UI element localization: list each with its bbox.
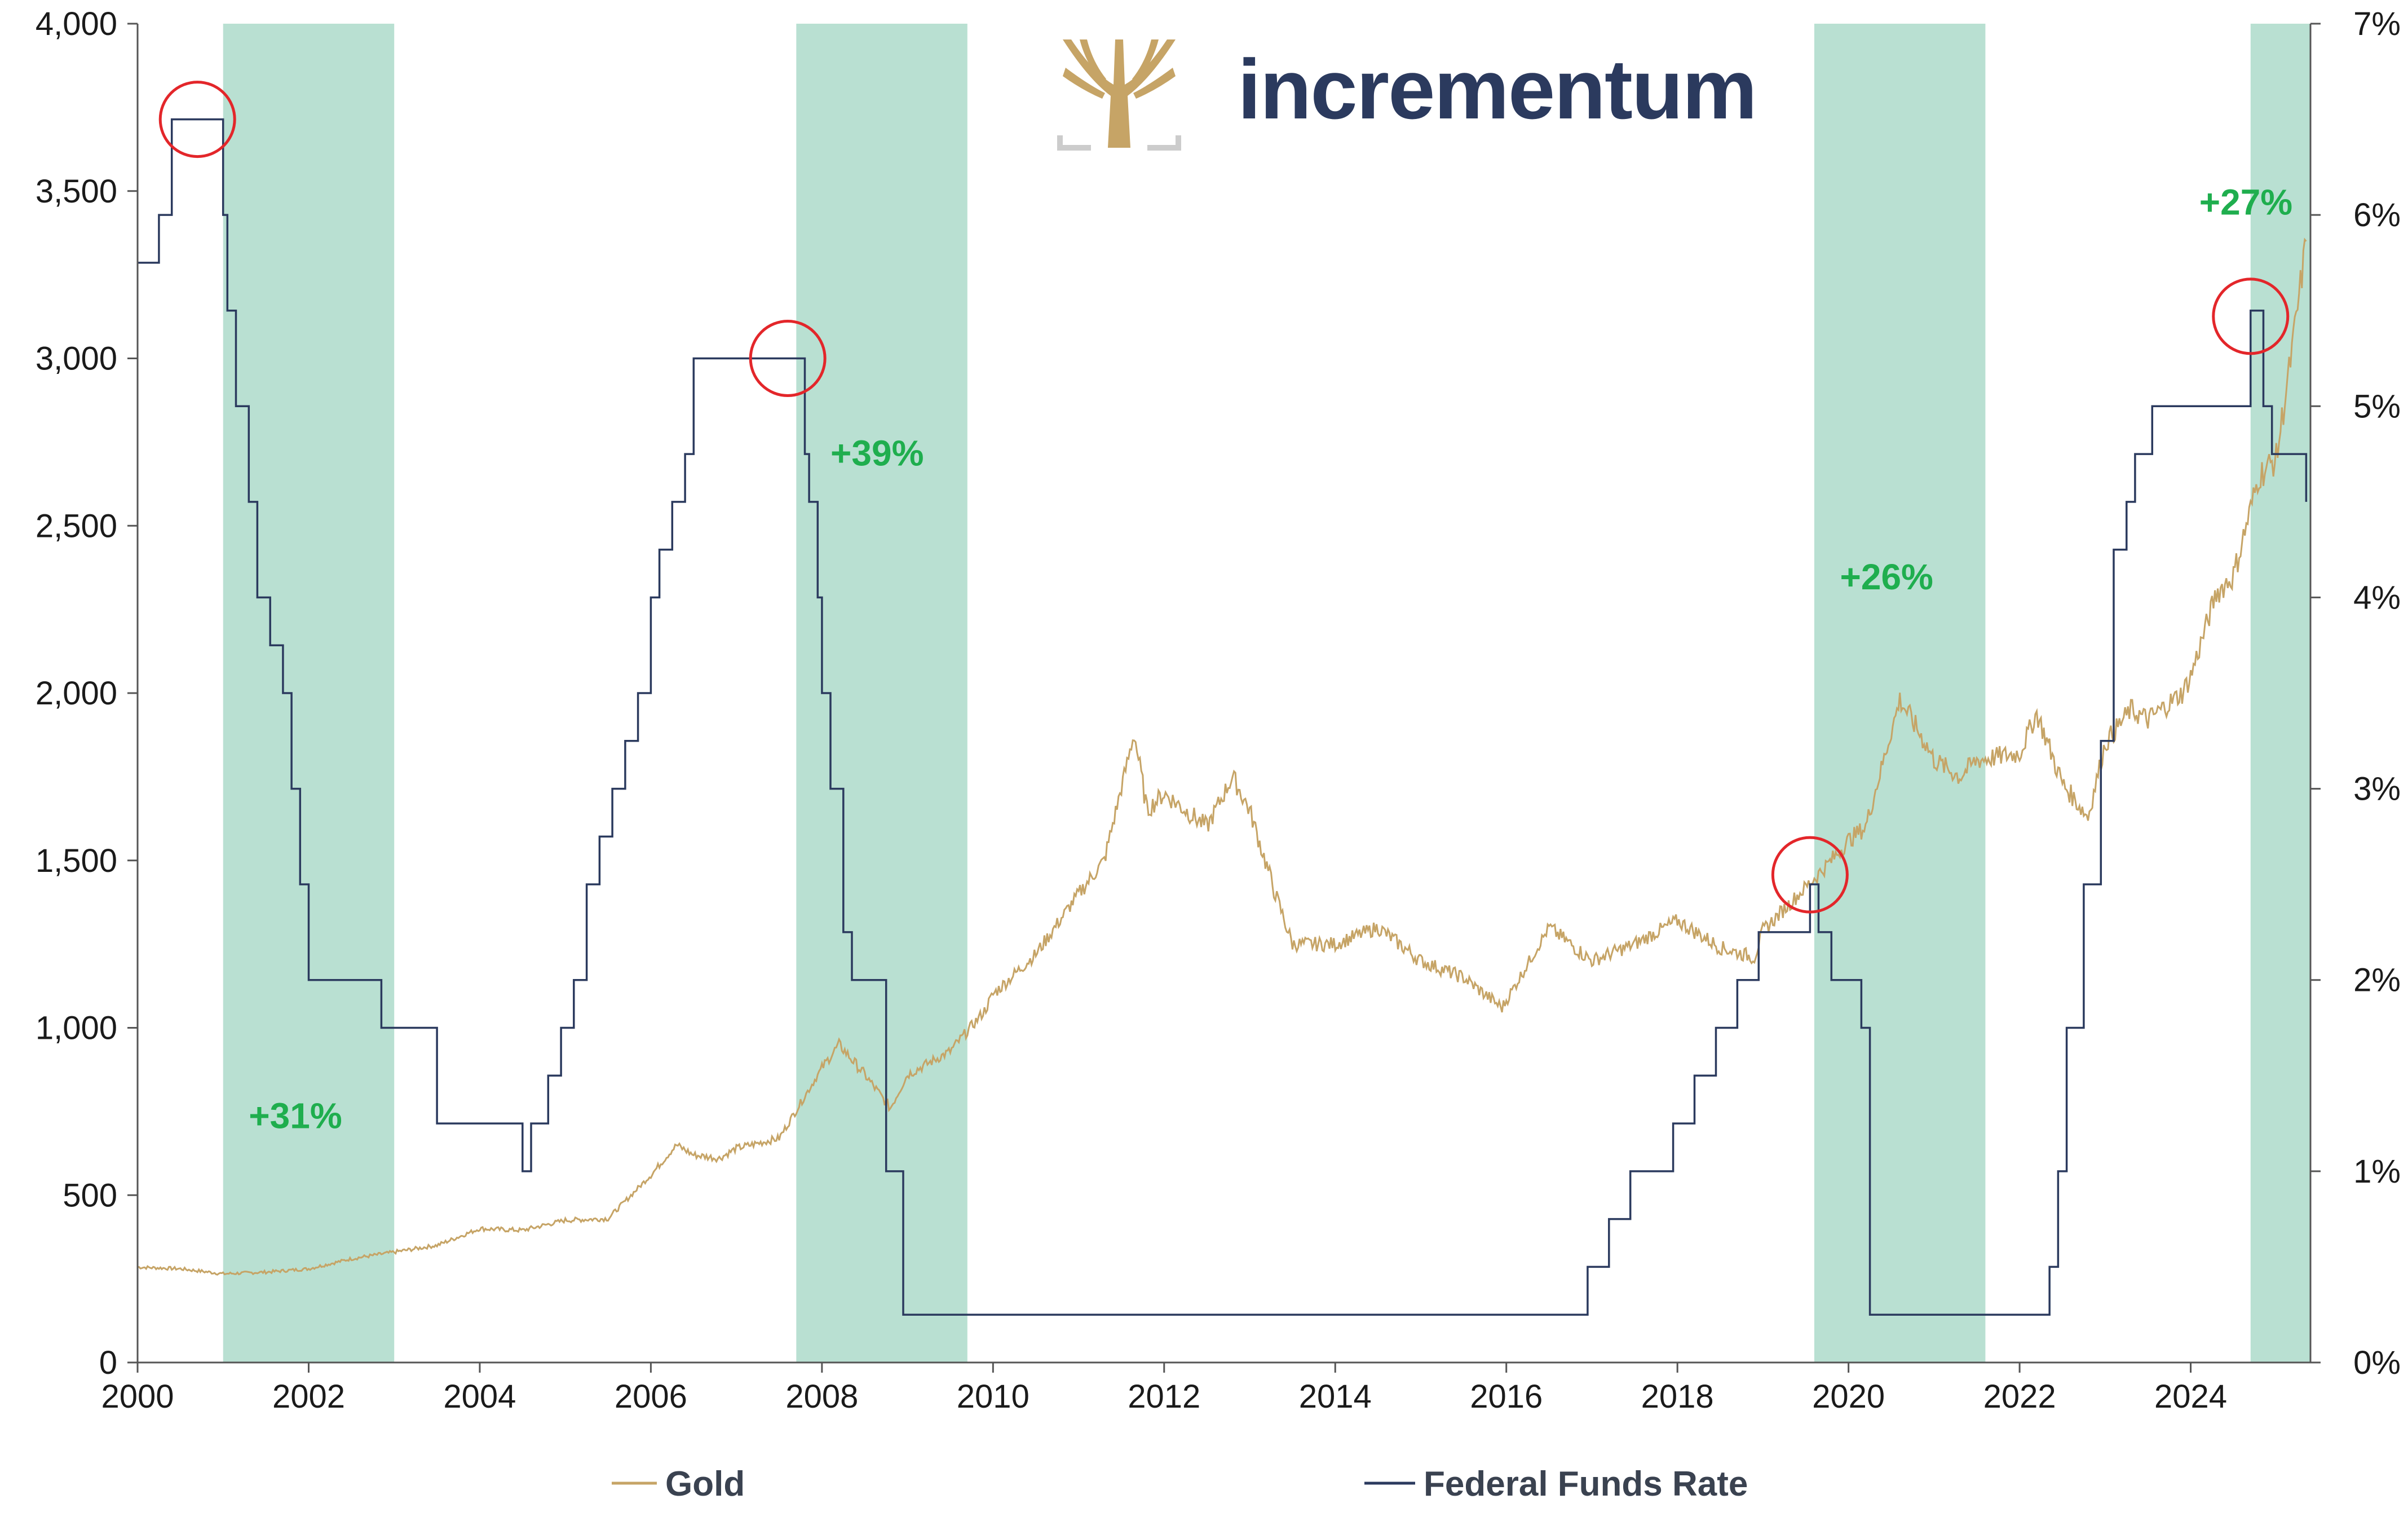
shaded-period-3 <box>2250 24 2310 1363</box>
right-y-tick-label-3: 3% <box>2353 771 2401 808</box>
x-tick-label-8: 2016 <box>1470 1378 1543 1415</box>
marker-circle-2 <box>1771 836 1849 914</box>
legend-label-gold: Gold <box>665 1465 745 1503</box>
right-y-tick-label-0: 0% <box>2353 1344 2401 1381</box>
x-tick-label-1: 2002 <box>272 1378 345 1415</box>
x-tick-label-0: 2000 <box>101 1378 174 1415</box>
legend: Gold Federal Funds Rate <box>612 1465 1748 1503</box>
tree-icon <box>1057 38 1181 151</box>
x-tick-label-9: 2018 <box>1641 1378 1714 1415</box>
incrementum-logo: incrementum <box>1057 38 1757 151</box>
left-y-axis-ticks: 0 500 1,000 1,500 2,000 2,500 3,000 3,500 4,000 <box>36 6 138 1381</box>
left-y-tick-label-7: 3,500 <box>36 173 117 210</box>
right-y-tick-label-5: 5% <box>2353 388 2401 425</box>
x-tick-label-3: 2006 <box>615 1378 687 1415</box>
annotation-3: +27% <box>2199 182 2292 222</box>
left-y-tick-label-4: 2,000 <box>36 675 117 712</box>
left-y-tick-label-1: 500 <box>63 1177 117 1214</box>
right-y-tick-label-6: 6% <box>2353 197 2401 233</box>
shaded-periods <box>223 24 2310 1363</box>
x-tick-label-10: 2020 <box>1812 1378 1885 1415</box>
right-y-axis-ticks: 0% 1% 2% 3% 4% 5% 6% 7% <box>2310 6 2401 1381</box>
marker-circle-3 <box>2212 277 2290 355</box>
turning-point-markers <box>158 81 2290 914</box>
left-y-tick-label-3: 1,500 <box>36 843 117 879</box>
x-tick-label-4: 2008 <box>785 1378 858 1415</box>
gold-line <box>137 237 2307 1276</box>
x-tick-label-6: 2012 <box>1128 1378 1200 1415</box>
legend-item-gold: Gold <box>612 1465 745 1503</box>
left-y-tick-label-2: 1,000 <box>36 1010 117 1047</box>
x-axis-ticks: 2000 2002 2004 2006 2008 2010 2012 2014 2016 2018… <box>101 1363 2227 1415</box>
shaded-period-0 <box>223 24 395 1363</box>
left-y-tick-label-8: 4,000 <box>36 6 117 42</box>
x-tick-label-5: 2010 <box>957 1378 1030 1415</box>
annotations: +31% +39% +26% +27% <box>249 182 2292 1136</box>
fed-funds-line <box>138 118 2308 1316</box>
left-y-tick-label-0: 0 <box>99 1344 117 1381</box>
logo-text: incrementum <box>1238 42 1756 136</box>
annotation-2: +26% <box>1840 557 1933 597</box>
right-y-tick-label-7: 7% <box>2353 6 2401 42</box>
right-y-tick-label-4: 4% <box>2353 579 2401 616</box>
annotation-1: +39% <box>830 433 924 473</box>
marker-circle-0 <box>158 81 236 158</box>
left-y-tick-label-6: 3,000 <box>36 341 117 377</box>
x-tick-label-12: 2024 <box>2154 1378 2227 1415</box>
gold-series <box>137 237 2307 1276</box>
right-y-tick-label-2: 2% <box>2353 962 2401 999</box>
x-tick-label-7: 2014 <box>1299 1378 1372 1415</box>
left-y-tick-label-5: 2,500 <box>36 508 117 544</box>
x-tick-label-11: 2022 <box>1983 1378 2056 1415</box>
right-y-tick-label-1: 1% <box>2353 1153 2401 1190</box>
legend-label-fed: Federal Funds Rate <box>1424 1465 1748 1503</box>
fed-funds-series <box>138 118 2308 1316</box>
legend-item-fed: Federal Funds Rate <box>1364 1465 1748 1503</box>
annotation-0: +31% <box>249 1096 342 1136</box>
marker-circle-1 <box>749 320 827 397</box>
x-tick-label-2: 2004 <box>443 1378 516 1415</box>
